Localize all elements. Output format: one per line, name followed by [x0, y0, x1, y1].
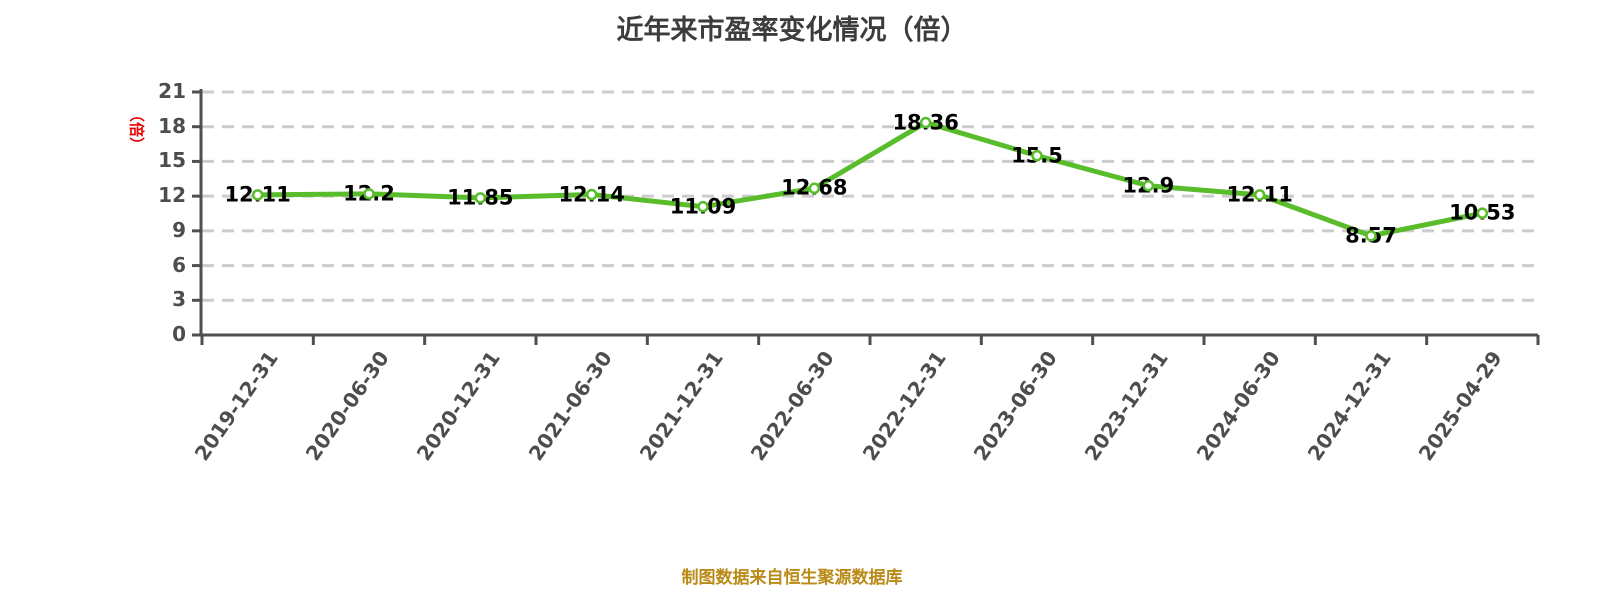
data-point-marker[interactable] [1253, 189, 1266, 201]
data-point-marker[interactable] [1031, 149, 1043, 162]
data-point-marker[interactable] [585, 188, 598, 201]
y-tick-label: 21 [158, 79, 186, 103]
data-point-marker[interactable] [1476, 207, 1489, 219]
pe-ratio-line [255, 120, 1485, 239]
data-point-marker[interactable] [474, 192, 487, 204]
chart-title: 近年来市盈率变化情况（倍） [616, 15, 968, 46]
y-tick-label: 15 [158, 148, 186, 173]
y-tick-label: 3 [172, 287, 186, 312]
source-note: 制图数据来自恒生聚源数据库 [681, 568, 903, 588]
data-point-marker[interactable] [697, 200, 709, 213]
data-point-marker[interactable] [808, 182, 821, 195]
y-tick-label: 12 [158, 183, 186, 208]
data-point-marker[interactable] [919, 116, 932, 129]
y-tick-label: 0 [172, 322, 186, 346]
data-point-marker[interactable] [363, 188, 375, 200]
data-point-marker[interactable] [1365, 230, 1377, 242]
data-point-marker[interactable] [251, 189, 264, 201]
y-tick-label: 9 [172, 217, 186, 242]
y-tick-label: 6 [172, 252, 186, 277]
data-point-marker[interactable] [1142, 179, 1155, 192]
y-tick-label: 18 [158, 113, 186, 138]
